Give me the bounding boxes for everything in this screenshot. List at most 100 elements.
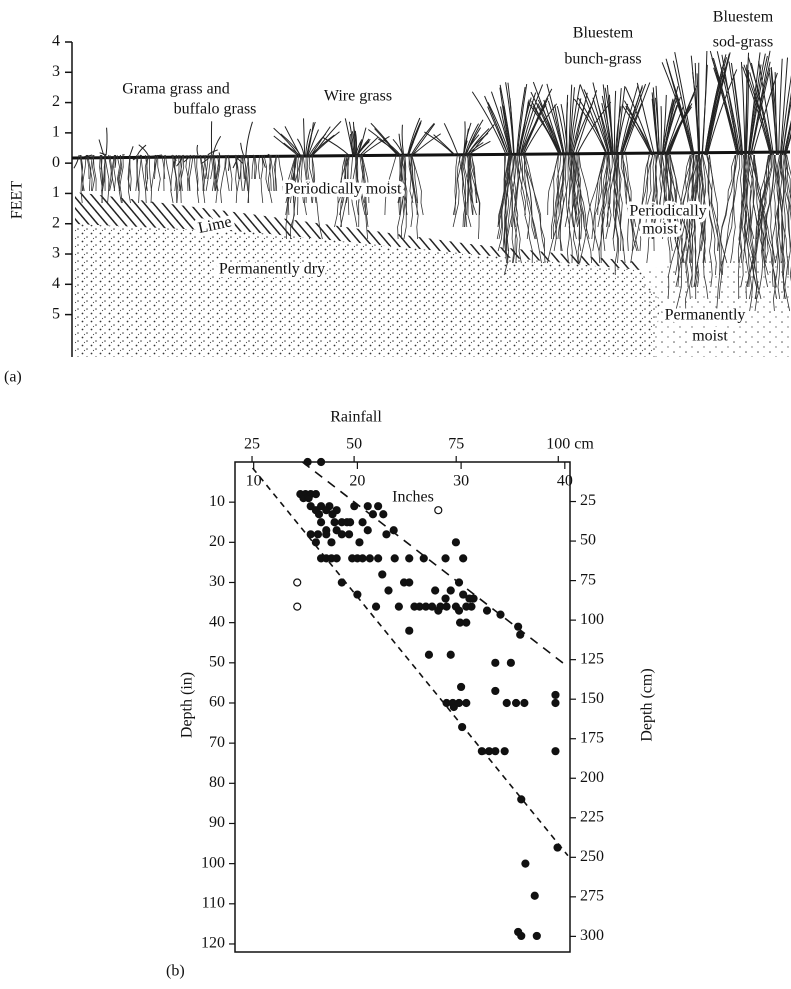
data-point [337, 530, 346, 539]
annotation: buffalo grass [174, 101, 257, 118]
grass-root [89, 154, 93, 192]
grass-root [305, 154, 308, 204]
y-tick-label: 0 [52, 154, 60, 171]
grass-root [163, 154, 166, 192]
data-point [311, 490, 320, 499]
data-point [378, 570, 387, 579]
data-point [446, 650, 455, 659]
grass-shoot [464, 134, 480, 156]
grass-shoot [583, 89, 610, 156]
grass-root [411, 154, 419, 204]
grass-root [680, 154, 692, 264]
grass-root [578, 154, 582, 240]
grass-root [246, 154, 250, 204]
grass-shoot [499, 87, 512, 156]
grass-shoot [661, 99, 675, 156]
x2-tick-label: 100 cm [546, 436, 594, 453]
y-tick-label: 10 [209, 493, 225, 510]
grass-shoot [307, 129, 320, 156]
data-point [517, 931, 526, 941]
grass-root [630, 154, 651, 264]
dashed-line [301, 461, 569, 668]
lime-layer [75, 192, 640, 270]
grass-root [311, 154, 316, 204]
grass-root [170, 154, 174, 204]
annotation: moist [692, 328, 728, 345]
grass-shoot [750, 62, 773, 156]
grass-root [164, 154, 172, 192]
data-point [405, 626, 414, 635]
grass-root [764, 154, 775, 264]
grass-root [661, 154, 671, 264]
grass-shoot [487, 106, 509, 156]
data-point [293, 578, 302, 587]
grass-shoot [471, 91, 507, 156]
y-tick-label: 90 [209, 814, 225, 831]
grass-shoot [574, 90, 598, 156]
y-tick-label: 50 [209, 653, 225, 670]
grass-root [107, 154, 112, 204]
grass-shoot [748, 53, 766, 156]
data-point [456, 682, 466, 692]
grass-shoot [721, 54, 740, 156]
grass-root [140, 154, 147, 204]
y-tick-label: 20 [209, 533, 225, 550]
grass-root [645, 154, 650, 216]
grass-shoot [692, 72, 700, 156]
y-tick-label: 3 [52, 63, 60, 80]
grass-shoot [307, 122, 314, 156]
data-point [451, 538, 461, 547]
grass-shoot [518, 101, 529, 156]
annotation: bunch-grass [564, 51, 641, 68]
grass-root [242, 154, 245, 180]
ground-line [71, 150, 791, 160]
grass-root [108, 154, 116, 192]
grass-shoot [487, 102, 511, 156]
x-tick-label: 20 [349, 473, 365, 490]
grass-shoot [665, 58, 693, 156]
data-point [346, 518, 355, 527]
grass-shoot [723, 71, 742, 156]
grass-shoot [672, 60, 694, 156]
y-tick-label: 100 [201, 854, 225, 871]
data-point [306, 502, 315, 511]
data-point [532, 931, 541, 941]
grass-shoot [232, 154, 240, 169]
grass-root [311, 154, 317, 204]
grass-root [109, 154, 115, 192]
grass-root [552, 154, 565, 240]
annotation: Grama grass and [122, 81, 230, 98]
grass-root [785, 154, 791, 212]
grass-shoot [665, 105, 691, 156]
grass-root [524, 154, 546, 264]
grass-root [645, 154, 654, 228]
grass-shoot [359, 136, 379, 156]
grass-root [497, 154, 507, 228]
grass-root [779, 154, 786, 300]
grass-shoot [620, 103, 642, 156]
data-point [441, 554, 450, 563]
data-point [358, 518, 367, 527]
grass-shoot [743, 64, 772, 156]
grass-shoot [406, 141, 414, 156]
data-point [330, 518, 339, 527]
annotation: Wire grass [324, 88, 392, 105]
grass-shoot [443, 123, 459, 156]
data-point [467, 602, 476, 611]
grass-root [80, 154, 85, 192]
y-tick-label: 1 [52, 124, 60, 141]
annotation: sod-grass [713, 34, 773, 51]
grass-shoot [378, 138, 400, 156]
grass-root [154, 154, 158, 180]
grass-root [686, 154, 698, 288]
y2-tick-label: 200 [580, 769, 604, 786]
grass-shoot [410, 122, 435, 156]
grass-shoot [742, 66, 771, 156]
grass-root [770, 154, 776, 312]
data-point [322, 530, 331, 539]
grass-root [570, 154, 577, 240]
grass-root [740, 154, 750, 288]
data-point [520, 698, 529, 708]
data-point [405, 554, 414, 563]
grass-shoot [362, 135, 390, 156]
